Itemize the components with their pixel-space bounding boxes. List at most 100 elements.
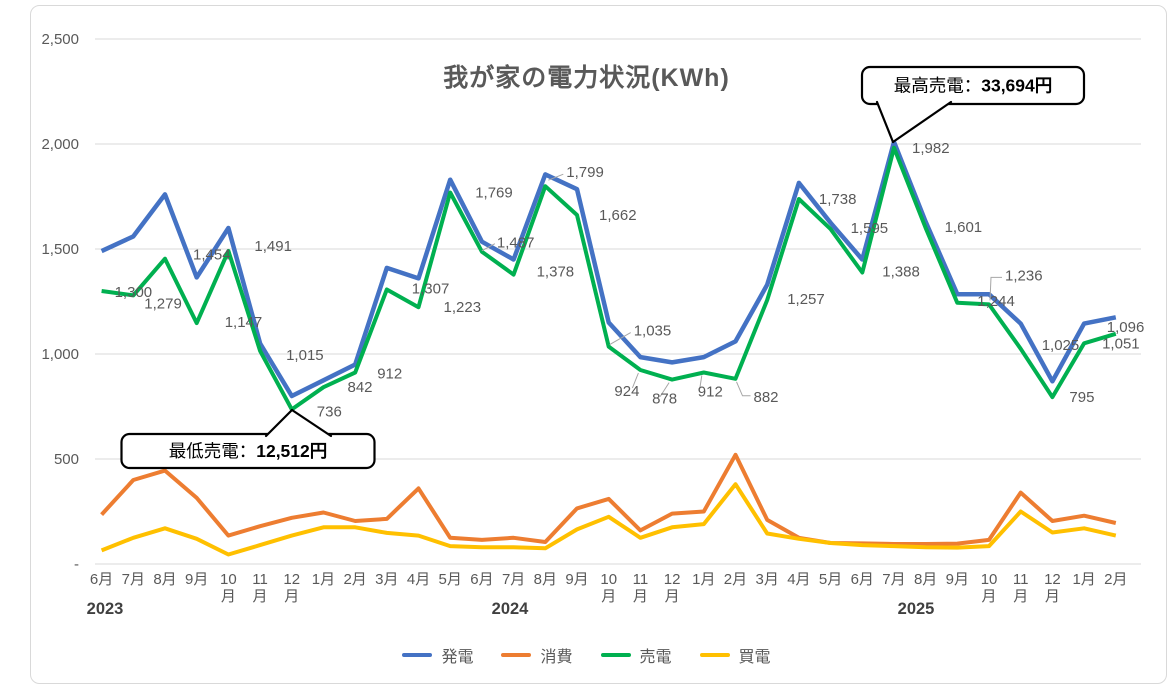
legend-label: 買電 — [738, 649, 771, 666]
x-axis-month-label: 8月 — [534, 571, 557, 588]
data-label: 1,378 — [537, 264, 575, 281]
callout-min-sale-tail-edge — [290, 408, 333, 438]
data-label: 912 — [698, 383, 723, 400]
legend-swatch-sold — [600, 652, 631, 658]
x-axis-month-label: 10 月 — [981, 571, 998, 605]
legend-item-purchased[interactable]: 買電 — [699, 643, 771, 667]
data-label-leader — [609, 332, 631, 346]
x-axis-year-label: 2024 — [492, 600, 530, 618]
series-line-purchased[interactable] — [100, 482, 1117, 557]
x-axis: 6月 7月 8月 9月 10 月 11 月 12 月 1月 2月 3月 4月 5月 6月 7月 8月 9月 10 月 11… — [87, 571, 1128, 618]
x-axis-month-label: 11 月 — [252, 571, 268, 605]
x-axis-year-label: 2023 — [87, 600, 124, 618]
chart-plot-area — [100, 139, 1117, 557]
data-label-leader — [659, 382, 670, 397]
data-label-leader — [481, 243, 496, 252]
x-axis-year-label: 2025 — [898, 600, 935, 618]
callout-max-sale-text: 最高売電：33,694円 — [894, 75, 1053, 95]
data-labels: 1,3001,2791,4541,1471,4911,0157368429121… — [115, 140, 1145, 421]
x-axis-month-label: 11 月 — [633, 571, 649, 605]
chart-legend: 発電 消費 売電 買電 — [0, 643, 1173, 667]
x-axis-month-label: 9月 — [565, 571, 588, 588]
data-label-leader — [548, 173, 564, 181]
callout-max-sale[interactable]: 最高売電：33,694円 — [860, 65, 1086, 144]
data-label: 1,487 — [497, 235, 535, 252]
data-label-leader — [631, 372, 639, 389]
x-axis-month-label: 9月 — [946, 571, 969, 588]
x-axis-month-label: 4月 — [407, 571, 430, 588]
data-label: 1,236 — [1005, 267, 1043, 284]
data-label: 795 — [1069, 389, 1094, 406]
x-axis-month-label: 6月 — [851, 571, 874, 588]
x-axis-month-label: 5月 — [439, 571, 462, 588]
legend-item-sold[interactable]: 売電 — [600, 643, 672, 667]
y-axis: - 500 1,000 1,500 2,000 2,500 — [41, 31, 79, 573]
data-label-leader — [989, 276, 1002, 301]
data-label: 1,769 — [475, 184, 513, 201]
data-label: 1,601 — [945, 219, 983, 236]
callout-max-sale-box — [860, 65, 1086, 106]
data-label: 1,982 — [912, 140, 950, 157]
series-line-sold[interactable] — [101, 145, 1117, 412]
legend-item-generation[interactable]: 発電 — [402, 643, 473, 667]
callout-min-sale[interactable]: 最低売電：12,512円 — [120, 408, 376, 470]
data-label: 1,491 — [254, 238, 292, 255]
data-label: 842 — [348, 379, 373, 396]
x-axis-month-label: 1月 — [692, 571, 715, 588]
data-label: 736 — [317, 403, 342, 420]
x-axis-month-label: 2月 — [724, 571, 747, 588]
legend-item-consumption[interactable]: 消費 — [501, 643, 573, 667]
data-label: 1,147 — [225, 314, 263, 331]
data-label: 1,279 — [144, 295, 182, 312]
data-label: 1,257 — [787, 291, 825, 308]
y-axis-tick-label: 500 — [54, 451, 79, 468]
chart-title: 我が家の電力状況(KWh) — [443, 64, 730, 92]
data-label: 1,738 — [819, 191, 857, 208]
data-label: 1,035 — [634, 323, 672, 340]
series-line-generation[interactable] — [100, 139, 1117, 399]
legend-swatch-generation — [402, 652, 433, 658]
y-axis-tick-label: 1,000 — [41, 346, 79, 363]
callout-min-sale-tail-edge — [264, 408, 294, 438]
callout-min-sale-box — [120, 432, 376, 470]
data-label: 1,799 — [566, 164, 604, 181]
x-axis-month-label: 1月 — [312, 571, 335, 588]
data-label: 1,015 — [286, 347, 324, 364]
data-label-leader — [736, 381, 751, 397]
data-label: 912 — [377, 365, 402, 382]
series-line-consumption[interactable] — [100, 452, 1117, 546]
data-label: 1,223 — [444, 299, 482, 316]
y-axis-tick-label: 1,500 — [41, 241, 79, 258]
x-axis-month-label: 3月 — [375, 571, 398, 588]
data-label-leader — [699, 375, 703, 389]
data-label: 1,662 — [599, 207, 637, 224]
x-axis-month-label: 6月 — [470, 571, 493, 588]
legend-label: 売電 — [639, 649, 672, 666]
x-axis-month-label: 7月 — [122, 571, 145, 588]
x-axis-month-label: 9月 — [185, 571, 208, 588]
y-axis-tick-label: - — [74, 556, 79, 573]
legend-label: 消費 — [540, 649, 573, 666]
data-label: 1,096 — [1107, 319, 1145, 336]
data-label: 1,051 — [1102, 335, 1140, 352]
x-axis-month-label: 4月 — [787, 571, 810, 588]
x-axis-month-label: 11 月 — [1013, 571, 1029, 605]
x-axis-month-label: 2月 — [1104, 571, 1127, 588]
callout-max-sale-tail-edge — [875, 100, 895, 144]
callout-max-sale-tail — [877, 102, 951, 142]
x-axis-month-label: 8月 — [153, 571, 176, 588]
legend-swatch-purchased — [699, 652, 730, 658]
data-label: 1,388 — [882, 263, 920, 280]
data-label: 1,244 — [977, 293, 1015, 310]
data-label: 1,307 — [412, 280, 450, 297]
y-axis-tick-label: 2,500 — [41, 31, 79, 48]
legend-swatch-consumption — [501, 652, 532, 658]
x-axis-month-label: 12 月 — [283, 571, 300, 605]
data-label: 1,454 — [193, 247, 231, 264]
callout-max-sale-tail-edge — [891, 100, 953, 144]
data-label: 878 — [652, 391, 677, 408]
data-label: 924 — [614, 383, 639, 400]
legend-label: 発電 — [441, 649, 474, 666]
